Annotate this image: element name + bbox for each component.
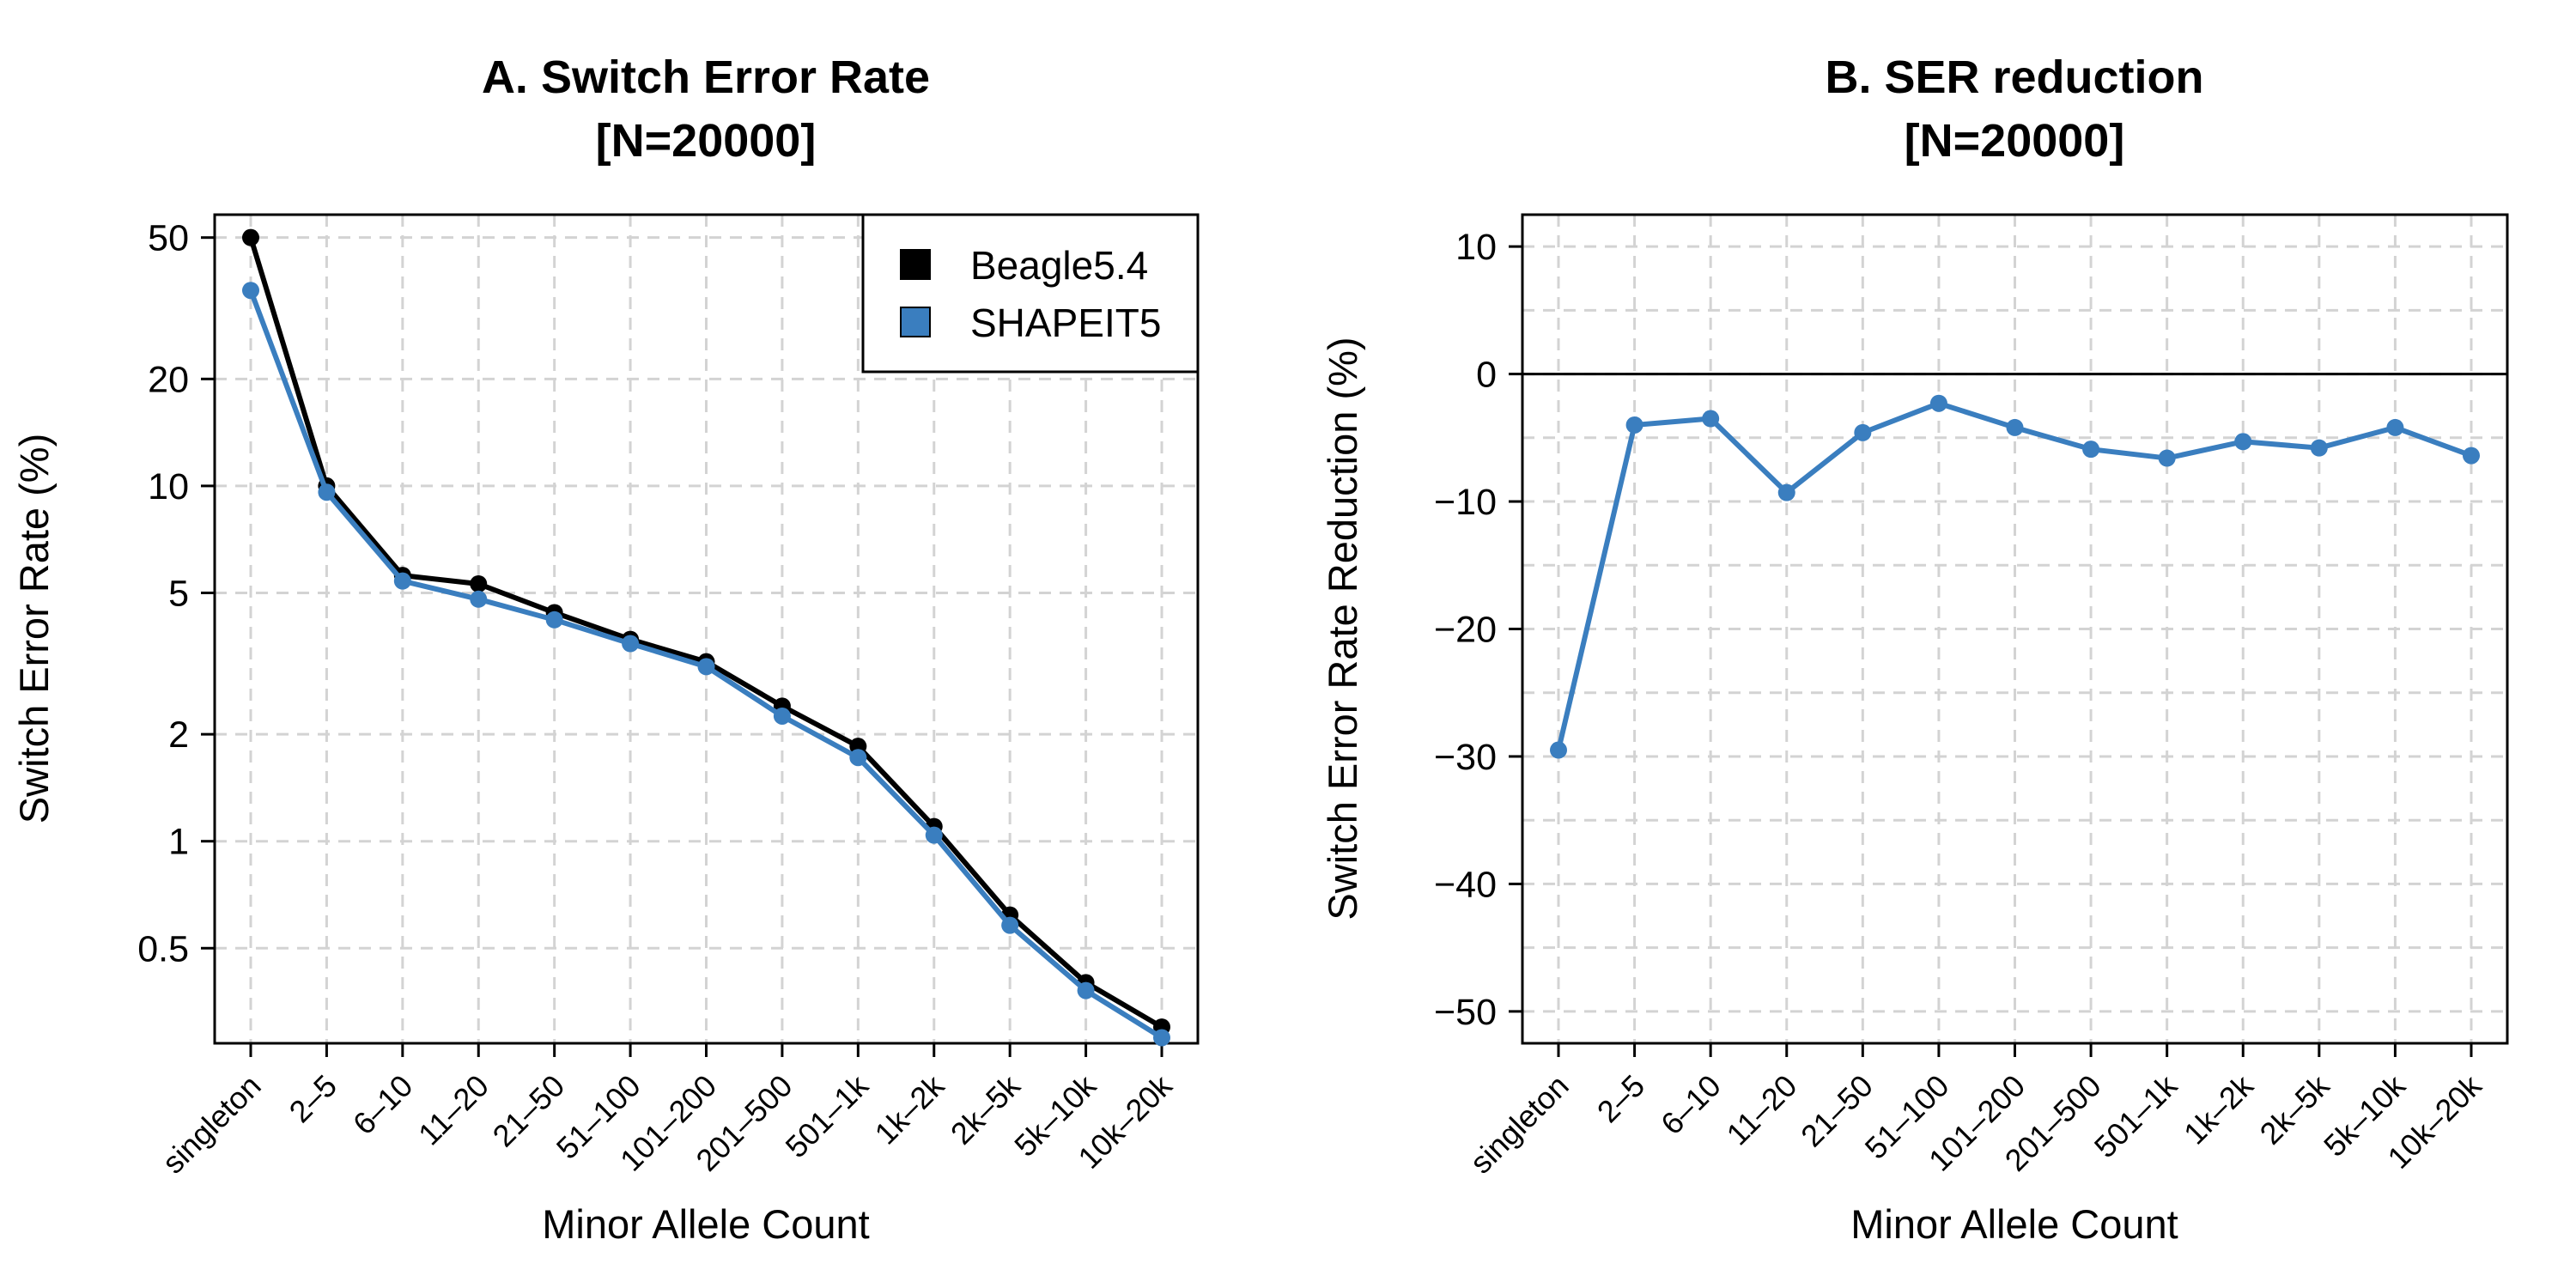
panel-b-x-axis-label: Minor Allele Count [1850, 1201, 2178, 1247]
series-1-point [470, 590, 488, 608]
y-tick-label: 20 [148, 359, 189, 400]
y-tick-label: 0.5 [137, 928, 189, 969]
series-1-point [393, 572, 411, 590]
panel-b-subtitle: [N=20000] [1905, 115, 2125, 167]
series-0-point [242, 228, 259, 246]
panel-a-switch-error-rate: A. Switch Error Rate [N=20000] 50 20 10 5 2 1… [11, 52, 1200, 1247]
y-tick-label: 50 [148, 218, 189, 259]
series-1-point [1001, 916, 1019, 934]
series-1-point [849, 749, 867, 767]
legend-label-shapeit: SHAPEIT5 [970, 301, 1161, 345]
y-tick-label: −10 [1434, 482, 1497, 523]
legend-label-beagle: Beagle5.4 [970, 243, 1148, 288]
x-tick-label: 6–10 [346, 1068, 420, 1142]
series-1-point [545, 611, 563, 629]
panel-a-title: A. Switch Error Rate [482, 52, 930, 103]
legend-swatch-beagle [900, 249, 931, 280]
series-1-point [242, 282, 259, 300]
x-tick-label: 501–1k [778, 1067, 875, 1164]
series-0-point [2158, 449, 2176, 467]
y-tick-label: 5 [168, 573, 189, 614]
panel-b-y-axis-label: Switch Error Rate Reduction (%) [1320, 337, 1365, 920]
panel-b-grid [1522, 215, 2507, 1043]
panel-a-subtitle: [N=20000] [596, 115, 817, 167]
panel-a-grid [215, 215, 1198, 1043]
series-1-point [697, 658, 715, 676]
panel-a-legend: Beagle5.4 SHAPEIT5 [861, 213, 1200, 374]
series-0-point [470, 574, 488, 592]
y-tick-label: 0 [1476, 355, 1497, 396]
panel-b-y-axis: 10 0 −10 −20 −30 −40 −50 [1434, 227, 1522, 1033]
y-tick-label: 2 [168, 714, 189, 756]
panel-a-series [242, 228, 1170, 1047]
series-1-point [925, 826, 943, 844]
series-0-point [2234, 433, 2252, 451]
panel-b-series [1550, 394, 2480, 759]
series-1-point [622, 635, 640, 653]
panel-a-x-axis: singleton 2–5 6–1011–2021–5051–100101–2002… [155, 1043, 1179, 1181]
series-1-point [773, 707, 791, 725]
y-tick-label: 10 [1455, 227, 1497, 268]
x-tick-label: 11–20 [1720, 1068, 1804, 1152]
series-0-point [1625, 416, 1643, 434]
y-tick-label: −30 [1434, 737, 1497, 778]
x-tick-label: 6–10 [1654, 1068, 1728, 1142]
panel-a-x-axis-label: Minor Allele Count [542, 1201, 869, 1247]
y-tick-label: −40 [1434, 864, 1497, 905]
y-tick-label: −50 [1434, 992, 1497, 1033]
series-0-point [2463, 447, 2480, 465]
series-1-point [1153, 1029, 1170, 1047]
x-tick-label: singleton [155, 1068, 268, 1181]
panel-a-y-axis: 50 20 10 5 2 1 0.5 [137, 218, 215, 969]
series-0-point [1777, 483, 1795, 501]
x-tick-label: singleton [1463, 1068, 1576, 1181]
series-0-point [1550, 741, 1567, 759]
series-0-point [2082, 440, 2100, 459]
x-tick-label: 1k–2k [2177, 1067, 2261, 1151]
series-0-point [1929, 394, 1947, 412]
legend-box [861, 213, 1200, 374]
x-tick-label: 2–5 [1590, 1068, 1651, 1129]
panel-b-ser-reduction: B. SER reduction [N=20000] 10 0 −10 −20 −30 −… [1320, 52, 2509, 1247]
series-0-point [1854, 423, 1872, 441]
series-1-point [1077, 981, 1095, 999]
series-0-point [2386, 418, 2404, 436]
x-tick-label: 2–5 [283, 1068, 343, 1129]
x-tick-label: 1k–2k [867, 1067, 951, 1151]
series-0-point [2006, 418, 2024, 436]
y-tick-label: −20 [1434, 610, 1497, 651]
legend-swatch-shapeit [900, 307, 931, 337]
panel-b-x-axis: singleton 2–5 6–1011–2021–5051–100101–2002… [1463, 1043, 2488, 1181]
x-tick-label: 501–1k [2087, 1067, 2184, 1164]
y-tick-label: 1 [168, 822, 189, 863]
y-tick-label: 10 [148, 466, 189, 507]
panel-a-y-axis-label: Switch Error Rate (%) [11, 434, 57, 823]
panel-b-title: B. SER reduction [1825, 52, 2203, 103]
series-1-point [318, 483, 336, 501]
series-0-point [2310, 439, 2328, 457]
series-0-point [1702, 410, 1720, 428]
x-tick-label: 11–20 [411, 1068, 495, 1152]
